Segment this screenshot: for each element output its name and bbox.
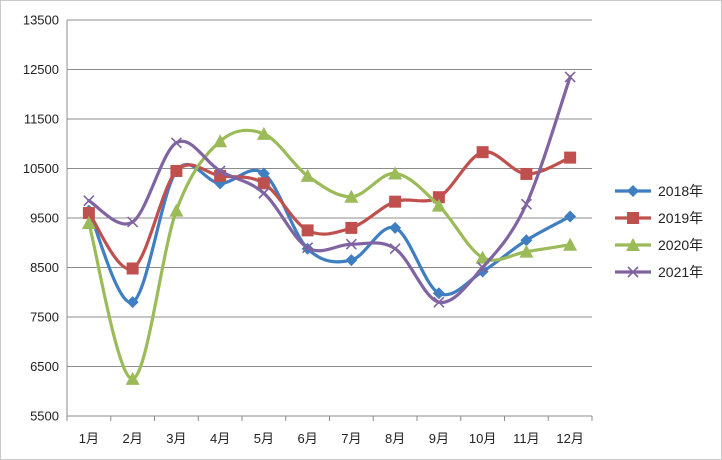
data-point <box>388 166 403 180</box>
x-tick-label: 7月 <box>341 431 361 446</box>
data-point <box>520 234 533 247</box>
data-point <box>433 296 445 308</box>
data-point <box>302 242 314 254</box>
data-point <box>519 244 534 258</box>
series-lines <box>81 71 578 385</box>
axes: 5500 6500 7500 8500 9500 10500 11500 12500 13500… <box>23 13 593 446</box>
data-point <box>345 221 358 234</box>
legend-marker <box>627 185 639 197</box>
data-point <box>126 296 139 309</box>
series-1 <box>82 146 577 275</box>
x-tick-label: 12月 <box>556 431 583 446</box>
data-point <box>345 238 357 250</box>
data-point <box>432 287 445 300</box>
data-point <box>345 254 358 267</box>
y-tick-label: 6500 <box>30 359 59 374</box>
data-point <box>301 224 314 237</box>
y-tick-label: 12500 <box>23 62 59 77</box>
legend-item: 2018年 <box>615 183 703 199</box>
data-point <box>520 167 533 180</box>
data-point <box>256 126 271 140</box>
data-point <box>125 371 140 385</box>
x-tick-label: 1月 <box>79 431 99 446</box>
data-point <box>257 177 270 190</box>
data-point <box>170 137 182 149</box>
data-point <box>81 215 96 229</box>
y-tick-label: 10500 <box>23 161 59 176</box>
legend-item: 2020年 <box>615 237 703 253</box>
x-tick-label: 2月 <box>123 431 143 446</box>
legend-item: 2019年 <box>615 210 703 226</box>
data-point <box>344 189 359 203</box>
x-tick-label: 8月 <box>385 431 405 446</box>
legend-marker <box>627 212 639 224</box>
data-point <box>431 198 446 212</box>
series-2 <box>81 126 578 385</box>
data-point <box>300 168 315 182</box>
data-point <box>82 207 95 220</box>
legend-marker <box>627 266 639 278</box>
data-point <box>476 265 489 278</box>
legend-label: 2018年 <box>658 183 703 199</box>
legend-label: 2021年 <box>658 264 703 280</box>
y-tick-label: 9500 <box>30 211 59 226</box>
data-point <box>475 250 490 264</box>
series-3 <box>83 71 576 308</box>
data-point <box>520 198 532 210</box>
data-point <box>170 164 183 177</box>
x-tick-label: 10月 <box>469 431 496 446</box>
x-tick-label: 4月 <box>210 431 230 446</box>
x-tick-label: 5月 <box>254 431 274 446</box>
data-point <box>389 243 401 255</box>
legend-label: 2019年 <box>658 210 703 226</box>
gridlines <box>67 19 592 417</box>
legend: 2018年 2019年 2020年 2021年 <box>615 183 703 280</box>
y-tick-label: 7500 <box>30 310 59 325</box>
legend-item: 2021年 <box>615 264 703 280</box>
series-0 <box>82 162 577 309</box>
x-tick-label: 9月 <box>429 431 449 446</box>
data-point <box>126 262 139 275</box>
data-point <box>389 221 402 234</box>
data-point <box>258 187 270 199</box>
data-point <box>257 167 270 180</box>
data-point <box>432 191 445 204</box>
x-tick-label: 11月 <box>513 431 540 446</box>
data-point <box>564 71 576 83</box>
x-tick-label: 3月 <box>166 431 186 446</box>
data-point <box>476 146 489 159</box>
data-point <box>169 203 184 217</box>
data-point <box>477 261 489 274</box>
y-tick-label: 5500 <box>30 409 59 424</box>
y-tick-label: 13500 <box>23 13 59 28</box>
x-tick-label: 6月 <box>298 431 318 446</box>
legend-marker <box>626 238 640 251</box>
data-point <box>563 237 578 251</box>
y-tick-label: 11500 <box>24 112 59 127</box>
data-point <box>564 210 577 223</box>
data-point <box>83 195 95 207</box>
data-point <box>213 134 228 148</box>
data-point <box>564 151 577 164</box>
data-point <box>214 165 226 177</box>
data-point <box>127 216 139 228</box>
data-point <box>389 195 402 208</box>
y-tick-label: 8500 <box>30 260 59 275</box>
legend-label: 2020年 <box>658 237 703 253</box>
